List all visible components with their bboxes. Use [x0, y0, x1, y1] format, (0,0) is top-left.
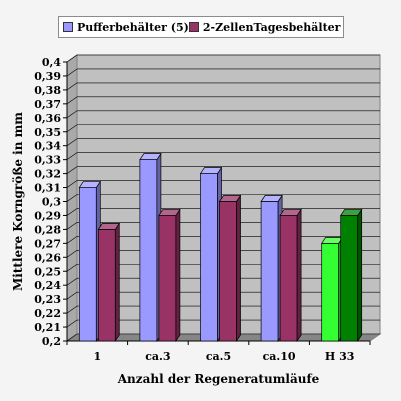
- y-tick-label: 0,26: [34, 251, 61, 264]
- bar-series-1-top: [78, 181, 101, 188]
- bar-series-1-top: [260, 195, 283, 202]
- y-tick-label: 0,36: [34, 112, 61, 125]
- gridline-side: [66, 180, 78, 188]
- y-tick-label: 0,21: [34, 321, 61, 334]
- bar-series-2-side: [357, 208, 363, 343]
- bar-series-2: [279, 215, 298, 342]
- gridline-side: [66, 82, 78, 91]
- bar-series-2-top: [279, 209, 302, 216]
- bar-series-2: [97, 229, 116, 342]
- bar-series-2-side: [236, 194, 241, 343]
- y-tick-label: 0,4: [42, 56, 61, 69]
- gridline-side: [66, 152, 78, 160]
- gridline-side: [66, 68, 78, 77]
- y-tick-label: 0,39: [34, 70, 61, 83]
- bar-series-1-top: [199, 167, 223, 174]
- x-tick-label: ca.5: [206, 350, 231, 363]
- bar-series-1: [78, 187, 97, 342]
- legend-item-series-2: 2-ZellenTagesbehälter: [188, 20, 341, 34]
- legend: Pufferbehälter (5) 2-ZellenTagesbehälter: [58, 16, 344, 38]
- gridline-side: [66, 194, 78, 202]
- x-tick-label: ca.10: [263, 350, 296, 363]
- y-tick-label: 0,33: [34, 154, 61, 167]
- bar-series-2-side: [175, 208, 181, 343]
- bar-series-2: [158, 215, 177, 342]
- y-tick-label: 0,34: [34, 140, 61, 153]
- x-tick-label: H 33: [325, 350, 355, 363]
- y-tick-label: 0,28: [34, 223, 61, 236]
- y-tick-label: 0,2: [42, 335, 61, 348]
- gridline-side: [66, 277, 78, 286]
- y-tick-label: 0,22: [34, 307, 61, 320]
- legend-swatch-series-2: [188, 22, 199, 32]
- bar-series-2-top: [158, 209, 181, 216]
- bar-series-2: [219, 201, 237, 342]
- gridline-side: [66, 236, 78, 244]
- gridline-side: [66, 291, 78, 300]
- y-tick-label: 0,24: [34, 279, 61, 292]
- y-tick-label: 0,25: [34, 265, 61, 278]
- gridline-side: [66, 54, 78, 63]
- gridline-side: [66, 208, 78, 216]
- gridline-side: [66, 110, 78, 119]
- y-tick-label: 0,38: [34, 84, 61, 97]
- bar-series-1: [139, 159, 158, 342]
- bar-series-2-top: [218, 195, 242, 202]
- y-tick-label: 0,31: [34, 182, 61, 195]
- bar-series-1-top: [321, 237, 344, 244]
- bar-series-1-top: [139, 153, 162, 160]
- gridline-side: [66, 250, 78, 258]
- x-axis-title: Anzahl der Regeneratumläufe: [117, 372, 320, 386]
- bar-series-2-top: [97, 223, 120, 230]
- gridline-side: [66, 305, 78, 314]
- gridline-side: [66, 96, 78, 105]
- bar-series-1: [321, 243, 340, 342]
- bar-series-2-side: [296, 208, 302, 343]
- bar-series-1: [200, 173, 218, 342]
- y-tick-label: 0,32: [34, 168, 61, 181]
- y-tick-label: 0,27: [34, 237, 61, 250]
- bar-series-1: [260, 201, 279, 342]
- y-tick-label: 0,37: [34, 98, 61, 111]
- legend-label-series-1: Pufferbehälter (5): [77, 20, 189, 34]
- y-tick-label: 0,23: [34, 293, 61, 306]
- y-tick-label: 0,29: [34, 209, 61, 222]
- gridline-side: [66, 124, 78, 132]
- gridline-side: [66, 138, 78, 146]
- gridline-side: [66, 222, 78, 230]
- legend-item-series-1: Pufferbehälter (5): [63, 21, 189, 34]
- bar-series-2: [340, 215, 359, 342]
- bar-series-2-top: [340, 209, 363, 216]
- x-tick-label: ca.3: [145, 350, 170, 363]
- bar-series-2-side: [114, 222, 120, 343]
- gridline-side: [66, 333, 78, 342]
- gridline-side: [66, 319, 78, 328]
- legend-label-series-2: 2-ZellenTagesbehälter: [202, 20, 341, 34]
- legend-swatch-series-1: [63, 22, 73, 32]
- y-tick-label: 0,35: [34, 126, 61, 139]
- gridline-side: [66, 264, 78, 272]
- y-axis-title: Mittlere Korngröße in mm: [11, 112, 25, 291]
- x-tick-label: 1: [93, 350, 101, 363]
- gridline-side: [66, 166, 78, 174]
- y-tick-label: 0,3: [42, 196, 61, 209]
